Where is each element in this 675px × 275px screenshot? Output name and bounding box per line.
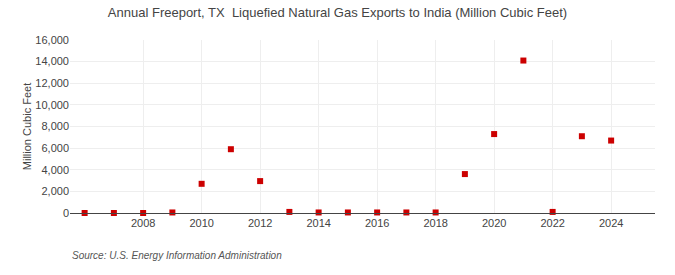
svg-text:16,000: 16,000 bbox=[35, 34, 69, 46]
svg-text:2016: 2016 bbox=[365, 217, 389, 229]
svg-text:0: 0 bbox=[63, 207, 69, 219]
svg-text:2,000: 2,000 bbox=[41, 185, 69, 197]
svg-text:2022: 2022 bbox=[540, 217, 564, 229]
svg-text:6,000: 6,000 bbox=[41, 142, 69, 154]
svg-text:2012: 2012 bbox=[248, 217, 272, 229]
svg-text:10,000: 10,000 bbox=[35, 99, 69, 111]
svg-text:8,000: 8,000 bbox=[41, 120, 69, 132]
svg-text:2018: 2018 bbox=[423, 217, 447, 229]
svg-text:14,000: 14,000 bbox=[35, 55, 69, 67]
svg-text:Million Cubic Feet: Million Cubic Feet bbox=[21, 83, 33, 170]
svg-text:2024: 2024 bbox=[599, 217, 623, 229]
svg-text:2014: 2014 bbox=[306, 217, 330, 229]
svg-text:2020: 2020 bbox=[482, 217, 506, 229]
svg-text:4,000: 4,000 bbox=[41, 164, 69, 176]
svg-text:2008: 2008 bbox=[131, 217, 155, 229]
svg-text:12,000: 12,000 bbox=[35, 77, 69, 89]
svg-text:Source: U.S. Energy Informatio: Source: U.S. Energy Information Administ… bbox=[72, 250, 282, 261]
svg-text:Annual Freeport, TX Liquefied: Annual Freeport, TX Liquefied Natural Ga… bbox=[108, 5, 567, 20]
svg-text:2010: 2010 bbox=[189, 217, 213, 229]
